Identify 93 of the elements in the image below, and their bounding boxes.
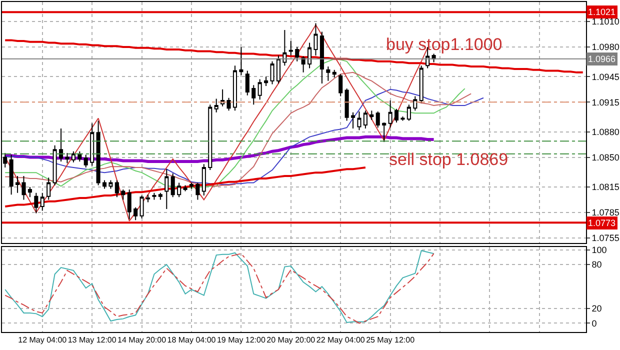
candlestick	[308, 42, 312, 69]
x-tick-label: 22 May 04:00	[316, 336, 366, 345]
candlestick	[152, 192, 156, 200]
line-series	[4, 39, 584, 74]
candlestick	[146, 194, 150, 203]
candlestick	[65, 152, 70, 164]
x-tick-label: 25 May 12:00	[366, 336, 416, 345]
candlestick	[376, 110, 380, 128]
candlestick	[245, 70, 250, 96]
candlestick	[270, 60, 274, 85]
y-tick-label: 0	[592, 318, 597, 328]
ref-line-label: 1.1021	[588, 7, 616, 17]
candlestick	[400, 116, 405, 122]
candlestick	[388, 100, 392, 128]
candlestick	[344, 88, 349, 122]
y-tick-label: 80	[592, 260, 602, 270]
candlestick	[52, 144, 57, 186]
candlestick	[363, 110, 368, 129]
candlestick	[258, 78, 262, 100]
candlestick	[226, 97, 231, 112]
candlestick	[338, 74, 343, 97]
candlestick	[419, 65, 424, 104]
candlestick	[170, 172, 175, 198]
y-tick-label: 1.0945	[592, 72, 620, 82]
candlestick	[84, 154, 88, 168]
candlestick	[102, 180, 107, 190]
y-tick-label: 20	[592, 304, 602, 314]
annotation: buy stop1.1000	[386, 35, 502, 54]
candlestick	[382, 122, 386, 143]
candlestick	[22, 175, 26, 200]
candlestick	[208, 104, 212, 171]
y-tick-label: 1.0850	[592, 152, 620, 162]
y-tick-label: 1.1010	[592, 16, 620, 27]
candlestick	[71, 150, 76, 163]
x-tick-label: 20 May 20:00	[266, 336, 316, 345]
y-tick-label: 1.0755	[592, 233, 620, 244]
candlestick	[295, 46, 300, 62]
ref-line-label: 1.0773	[588, 218, 616, 228]
candlestick	[90, 122, 94, 166]
candlestick	[134, 206, 138, 221]
candlestick	[282, 30, 287, 66]
candlestick	[276, 54, 280, 84]
candlestick	[320, 31, 324, 84]
candlestick	[214, 98, 218, 113]
candlestick	[183, 184, 188, 192]
candlestick	[164, 168, 169, 210]
candlestick	[252, 84, 256, 106]
candlestick	[239, 46, 244, 76]
candlestick	[40, 192, 44, 212]
line-series	[4, 166, 366, 208]
candlestick	[34, 192, 38, 214]
x-tick-label: 19 May 12:00	[216, 336, 266, 345]
candlestick	[108, 180, 113, 190]
y-tick-label: 1.0980	[592, 42, 620, 52]
candlestick	[114, 180, 119, 198]
x-tick-label: 13 May 12:00	[68, 336, 117, 345]
candlestick	[301, 56, 306, 73]
candlestick	[96, 120, 100, 186]
candlestick	[46, 177, 51, 200]
candlestick	[351, 112, 356, 129]
candlestick	[357, 110, 362, 131]
y-tick-label: 1.0785	[592, 208, 620, 218]
candlestick	[332, 69, 336, 78]
candlestick	[394, 108, 399, 123]
candlestick	[127, 189, 132, 220]
y-tick-label: 1.0815	[592, 182, 620, 192]
candlestick	[370, 110, 374, 120]
candlestick	[202, 164, 206, 196]
x-tick-label: 12 May 04:00	[18, 336, 68, 345]
candlestick	[413, 96, 418, 112]
candlestick	[28, 186, 32, 198]
candlestick	[140, 194, 144, 219]
ref-line-label: 1.0966	[588, 54, 616, 64]
candlestick	[121, 189, 126, 200]
candlestick	[406, 104, 411, 122]
candlestick	[232, 65, 237, 112]
candlestick	[264, 76, 268, 87]
candlestick	[9, 154, 14, 196]
candlestick	[288, 40, 293, 56]
annotation: sell stop 1.0869	[389, 150, 508, 169]
candlestick	[16, 175, 20, 194]
candlestick	[314, 22, 318, 56]
x-tick-label: 14 May 20:00	[118, 336, 167, 345]
y-tick-label: 100	[592, 245, 607, 256]
y-tick-label: 1.0915	[592, 97, 620, 108]
candlestick	[158, 192, 162, 200]
candlestick	[326, 66, 330, 82]
candlestick	[59, 128, 64, 162]
candlestick	[196, 182, 200, 200]
y-tick-label: 1.0880	[592, 126, 620, 137]
candlestick	[189, 182, 194, 190]
candlestick	[177, 182, 182, 198]
x-tick-label: 18 May 04:00	[167, 336, 216, 345]
